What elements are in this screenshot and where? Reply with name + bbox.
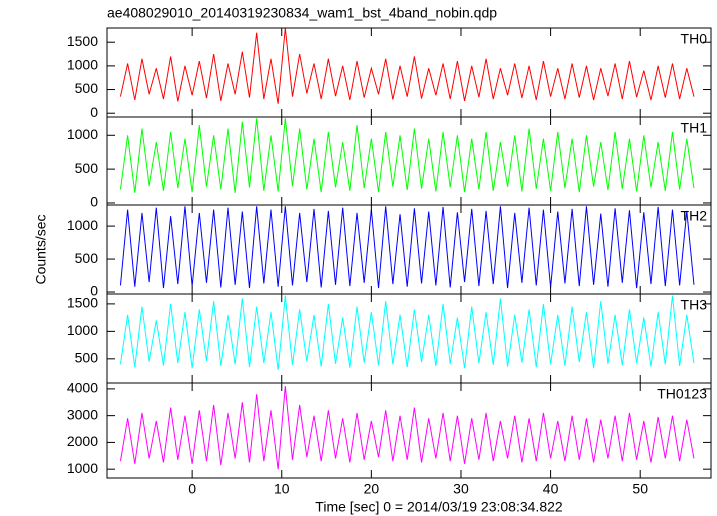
data-line: [119, 28, 695, 104]
y-tick-label: 500: [75, 350, 99, 366]
legend-label: TH0: [681, 31, 708, 47]
y-tick-label: 1500: [67, 33, 98, 49]
x-tick-label: 40: [543, 481, 559, 497]
y-tick-label: 1000: [67, 126, 98, 142]
panel-frame: [106, 293, 712, 384]
legend-label: TH1: [681, 120, 708, 136]
y-tick-label: 0: [90, 194, 98, 210]
x-axis-label: Time [sec] 0 = 2014/03/19 23:08:34.822: [315, 499, 563, 515]
x-tick-label: 0: [188, 481, 196, 497]
panel-frame: [106, 27, 712, 118]
y-tick-label: 1000: [67, 57, 98, 73]
y-tick-label: 1000: [67, 322, 98, 338]
panel-frame: [106, 382, 712, 479]
x-tick-label: 10: [274, 481, 290, 497]
y-tick-label: 2000: [67, 433, 98, 449]
y-tick-label: 1000: [67, 217, 98, 233]
x-tick-label: 20: [364, 481, 380, 497]
y-tick-label: 1500: [67, 295, 98, 311]
y-tick-label: 500: [75, 250, 99, 266]
y-tick-label: 500: [75, 160, 99, 176]
chart-title: ae408029010_20140319230834_wam1_bst_4ban…: [107, 5, 497, 21]
x-tick-label: 50: [632, 481, 648, 497]
data-line: [119, 386, 695, 470]
y-tick-label: 4000: [67, 380, 98, 396]
panel-frame: [106, 204, 712, 295]
data-line: [119, 118, 695, 193]
y-axis-label: Counts/sec: [33, 214, 49, 284]
y-tick-label: 500: [75, 80, 99, 96]
y-tick-label: 0: [90, 104, 98, 120]
y-tick-label: 0: [90, 283, 98, 299]
data-line: [119, 295, 695, 370]
legend-label: TH0123: [657, 386, 707, 402]
legend-label: TH3: [681, 297, 708, 313]
panel-frame: [106, 116, 712, 206]
y-tick-label: 3000: [67, 406, 98, 422]
data-line: [119, 206, 695, 289]
legend-label: TH2: [681, 208, 708, 224]
x-tick-label: 30: [453, 481, 469, 497]
y-tick-label: 1000: [67, 460, 98, 476]
